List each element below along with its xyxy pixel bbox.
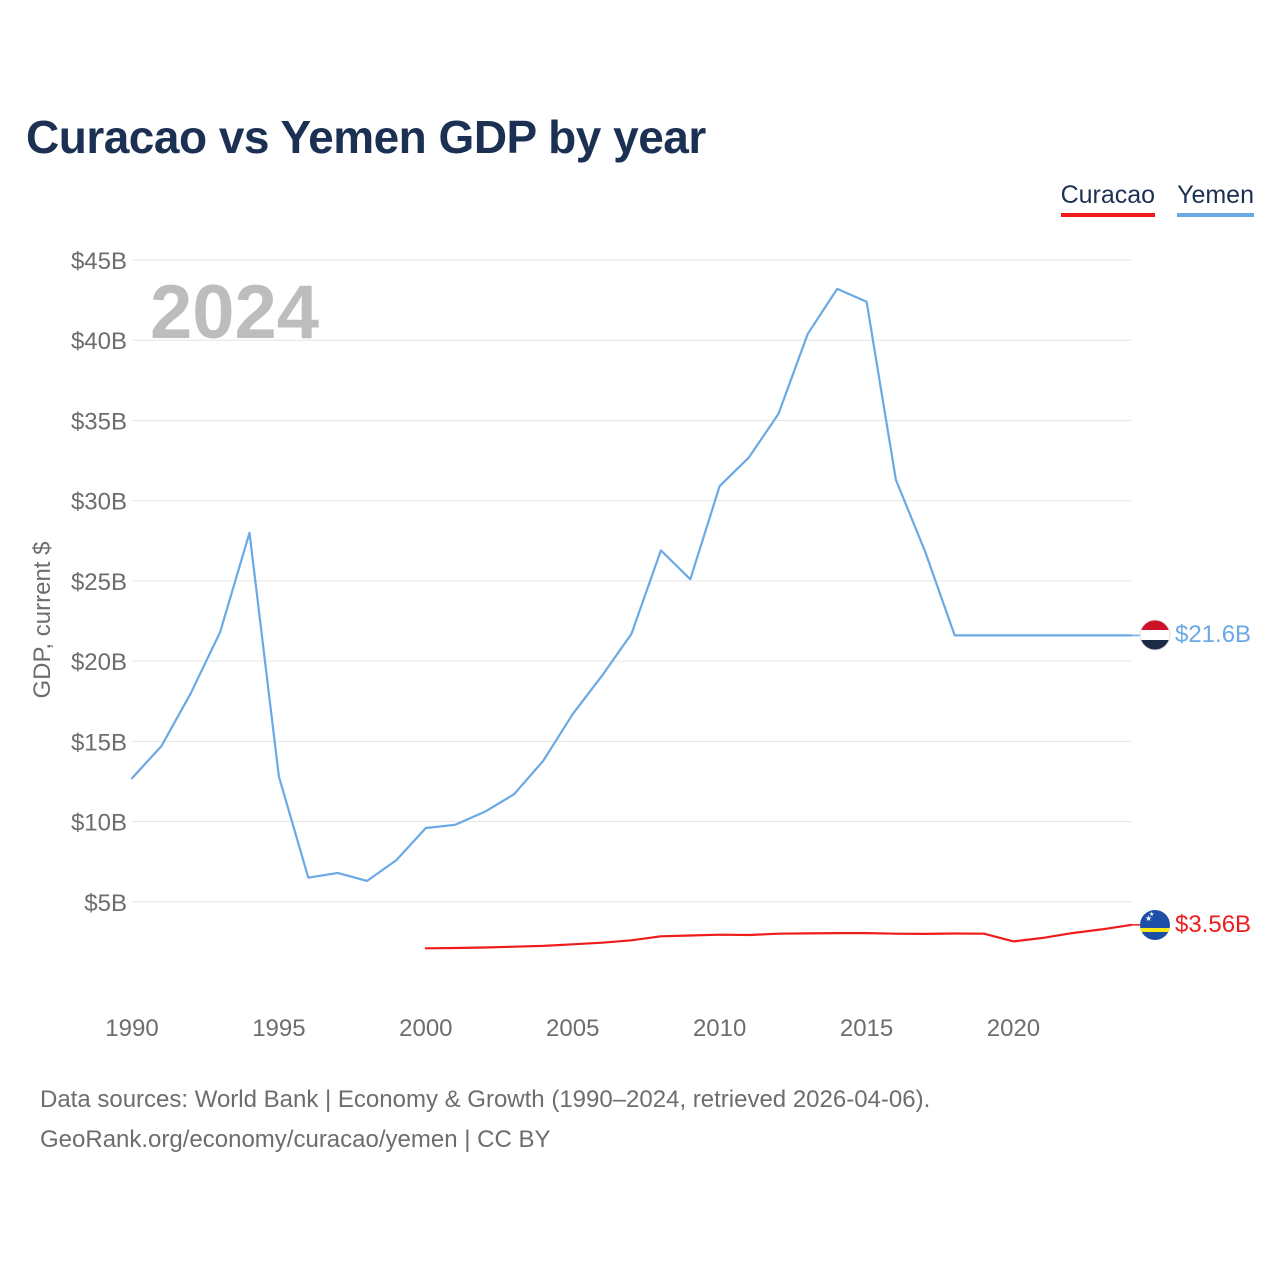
series-line-curacao[interactable] [424, 923, 1133, 950]
gdp-line-chart: $5B $10B $15B $20B $25B $30B $35B $40B $45B 1990… [29, 248, 1251, 1042]
y-tick-label: $5B [84, 890, 127, 917]
x-tick-label: 2000 [399, 1015, 452, 1042]
chart-title: Curacao vs Yemen GDP by year [26, 111, 706, 163]
series-line-yemen[interactable] [130, 287, 1133, 883]
footer: Data sources: World Bank | Economy & Gro… [40, 1080, 930, 1160]
y-tick-label: $20B [71, 649, 127, 676]
legend: Curacao Yemen [1060, 180, 1254, 217]
gridlines [132, 259, 1131, 903]
x-tick-label: 2020 [987, 1015, 1040, 1042]
data-source-text: Data sources: World Bank | Economy & Gro… [40, 1086, 931, 1113]
x-axis-ticks: 1990 1995 2000 2005 2010 2015 2020 [105, 1015, 1040, 1042]
x-tick-label: 1990 [105, 1015, 158, 1042]
x-tick-label: 1995 [252, 1015, 305, 1042]
svg-text:★: ★ [1149, 911, 1154, 918]
yemen-flag-icon [1140, 620, 1170, 650]
y-tick-label: $35B [71, 408, 127, 435]
yemen-flag-border [1139, 619, 1171, 651]
year-watermark: 2024 [150, 270, 319, 355]
end-label-yemen: $21.6B [1175, 621, 1251, 648]
x-tick-label: 2015 [840, 1015, 893, 1042]
y-tick-label: $10B [71, 810, 127, 837]
y-tick-label: $40B [71, 328, 127, 355]
y-axis-label: GDP, current $ [29, 542, 56, 699]
y-tick-label: $45B [71, 248, 127, 275]
y-tick-label: $25B [71, 569, 127, 596]
x-tick-label: 2005 [546, 1015, 599, 1042]
y-tick-label: $30B [71, 489, 127, 516]
end-label-curacao: $3.56B [1175, 911, 1251, 938]
svg-text:★: ★ [1145, 914, 1152, 923]
legend-item-curacao[interactable]: Curacao [1060, 180, 1156, 217]
series-lines [130, 287, 1140, 950]
x-tick-label: 2010 [693, 1015, 746, 1042]
curacao-flag-icon: ★ ★ [1140, 910, 1170, 940]
legend-item-yemen[interactable]: Yemen [1177, 180, 1254, 217]
y-axis-ticks: $5B $10B $15B $20B $25B $30B $35B $40B $45B [71, 248, 127, 917]
attribution-link[interactable]: GeoRank.org/economy/curacao/yemen | CC B… [40, 1126, 551, 1153]
y-tick-label: $15B [71, 729, 127, 756]
